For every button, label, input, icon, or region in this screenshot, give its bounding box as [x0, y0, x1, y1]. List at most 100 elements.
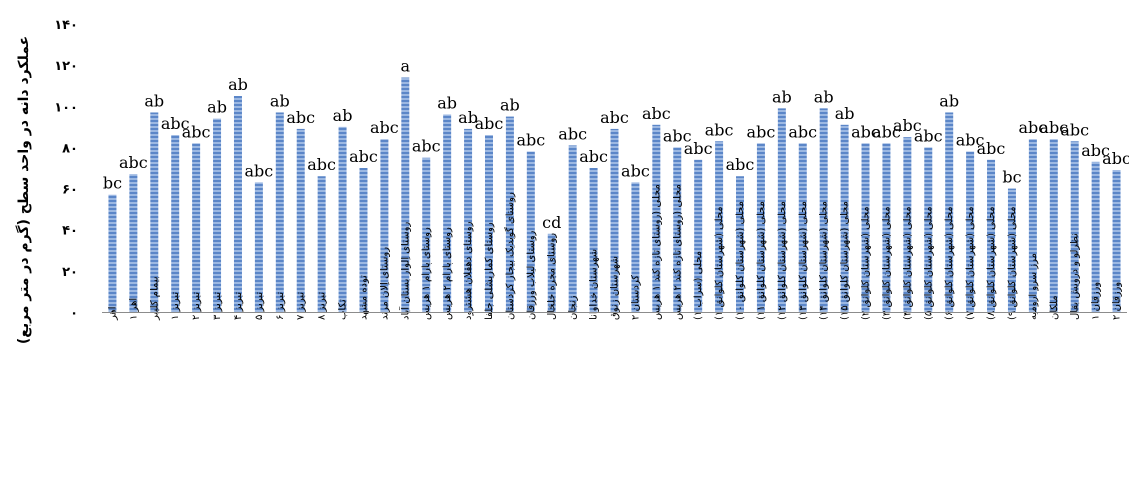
category-label: تبریز ۷: [296, 292, 307, 320]
bar: [903, 137, 912, 312]
y-tick-label: ۱۲۰: [54, 59, 78, 74]
data-label: abc: [412, 137, 441, 156]
data-label: abc: [119, 153, 148, 172]
bar: [631, 182, 640, 312]
data-label: abc: [558, 124, 587, 143]
category-label: روستای اِلان مرند: [379, 247, 390, 320]
category-label: تبریز ۱: [170, 292, 181, 320]
category-label: محلی (شهرستان کلوانق ۱): [714, 206, 725, 320]
category-label: محلی (سراب ۱): [693, 251, 704, 320]
data-label: ab: [500, 96, 520, 115]
bar: [1070, 141, 1079, 312]
bar: [1028, 139, 1037, 312]
category-label: محلی (شهرستان کلوانق ۴): [902, 206, 913, 320]
data-label: abc: [726, 155, 755, 174]
y-tick-label: ۶۰: [62, 183, 78, 198]
data-label: abc: [851, 122, 880, 141]
data-label: abc: [788, 122, 817, 141]
data-label: ab: [228, 75, 248, 94]
category-label: زنجان: [568, 295, 579, 320]
data-label: abc: [1039, 118, 1068, 137]
y-tick-label: ۸۰: [62, 141, 78, 156]
bar: [694, 159, 703, 312]
category-label: تبریز ۶: [275, 292, 286, 320]
category-label: تبریز ۲: [191, 292, 202, 320]
data-label: abc: [1081, 141, 1110, 160]
y-axis-label-container: عملکرد دانه در واحد سطح (گرم در متر مربع…: [10, 36, 38, 344]
data-label: ab: [333, 106, 353, 125]
category-label: روستای اِلوار بستان آباد: [398, 222, 411, 320]
bar: [840, 124, 849, 312]
category-label: محلی (شهرستان کلوانق ۱۲): [777, 201, 788, 320]
category-label: محلی (شهرستان کلوانق ۵): [923, 206, 934, 320]
bar: [275, 112, 284, 312]
category-label: محلی (شهرستان کلوانق ۱۰): [735, 201, 746, 320]
data-label: abc: [893, 116, 922, 135]
bar: [526, 151, 535, 312]
category-label: بیمام کلیبر: [149, 276, 160, 321]
data-label: abc: [621, 161, 650, 180]
bar: [192, 143, 201, 312]
category-label: محلی (شهرستان کلوانق ۱۵): [840, 201, 851, 320]
category-label: محلی (شهرستان کلوانق ۱۳): [798, 201, 809, 320]
data-label: ab: [144, 91, 164, 110]
data-label: abc: [245, 161, 274, 180]
bar: [1112, 170, 1121, 312]
bar: [861, 143, 870, 312]
data-label: abc: [182, 122, 211, 141]
category-label: تبریز ۵: [254, 292, 265, 320]
data-label: ab: [835, 104, 855, 123]
bar: [484, 135, 493, 312]
data-label: abc: [642, 104, 671, 123]
data-label: abc: [956, 131, 985, 150]
bar: [1091, 161, 1100, 312]
data-label: ab: [458, 108, 478, 127]
data-label: abc: [1102, 149, 1129, 168]
category-label: شهرستان خداوانا: [589, 249, 600, 320]
category-label: محلی (شهرستان کلوانق ۱۱): [756, 201, 767, 320]
data-label: a: [401, 56, 411, 75]
category-label: تکاب: [338, 299, 349, 320]
data-label: abc: [516, 131, 545, 150]
category-label: روستای کماریشلی جلفا: [484, 222, 495, 320]
bars: [108, 77, 1121, 312]
category-label: ورزقان ۱: [1091, 282, 1102, 320]
category-label: ورزقان ۲: [1112, 282, 1123, 320]
bar: [108, 194, 117, 312]
bar: [715, 141, 724, 312]
bar: [652, 124, 661, 312]
data-label: abc: [579, 147, 608, 166]
data-label: ab: [939, 91, 959, 110]
y-tick-label: ۱۴۰: [54, 18, 78, 33]
data-label: cd: [542, 213, 561, 232]
bar: [505, 116, 514, 312]
category-label: روستای دهقلان هشترود: [463, 221, 474, 320]
bar: [1007, 188, 1016, 312]
data-labels: bcabcababcabcabababcababcabcababcabcaabc…: [103, 56, 1129, 231]
data-label: abc: [161, 114, 190, 133]
data-label: abc: [1060, 120, 1089, 139]
bar: [568, 145, 577, 312]
data-label: abc: [475, 114, 504, 133]
data-label: abc: [747, 122, 776, 141]
category-label: اهر ۱: [128, 298, 139, 320]
category-label: محلی (روستای تازه کند ۲ هریس: [672, 184, 683, 320]
bar: [1049, 139, 1058, 312]
category-label: شهرستان زنوق: [610, 256, 621, 320]
data-label: abc: [600, 108, 629, 127]
category-label: روستای لیلاب ورزقان: [526, 230, 537, 320]
bar: [819, 108, 828, 312]
y-axis-label: عملکرد دانه در واحد سطح (گرم در متر مربع…: [16, 35, 32, 345]
bar: [338, 126, 347, 312]
bar: [359, 168, 368, 312]
category-label: محلی (شهرستان کلوانق ۶): [944, 206, 955, 320]
bar: [924, 147, 933, 312]
category-labels: اهر اهر ۱ بیمام کلیبر تبریز ۱ تبریز ۲ تبریز ۳…: [107, 184, 1122, 321]
data-label: ab: [814, 87, 834, 106]
bar: [129, 174, 138, 312]
bar: [756, 143, 765, 312]
y-tick-label: ۲۰: [62, 265, 78, 280]
bar: [798, 143, 807, 312]
data-label: abc: [872, 122, 901, 141]
data-label: ab: [437, 94, 457, 113]
